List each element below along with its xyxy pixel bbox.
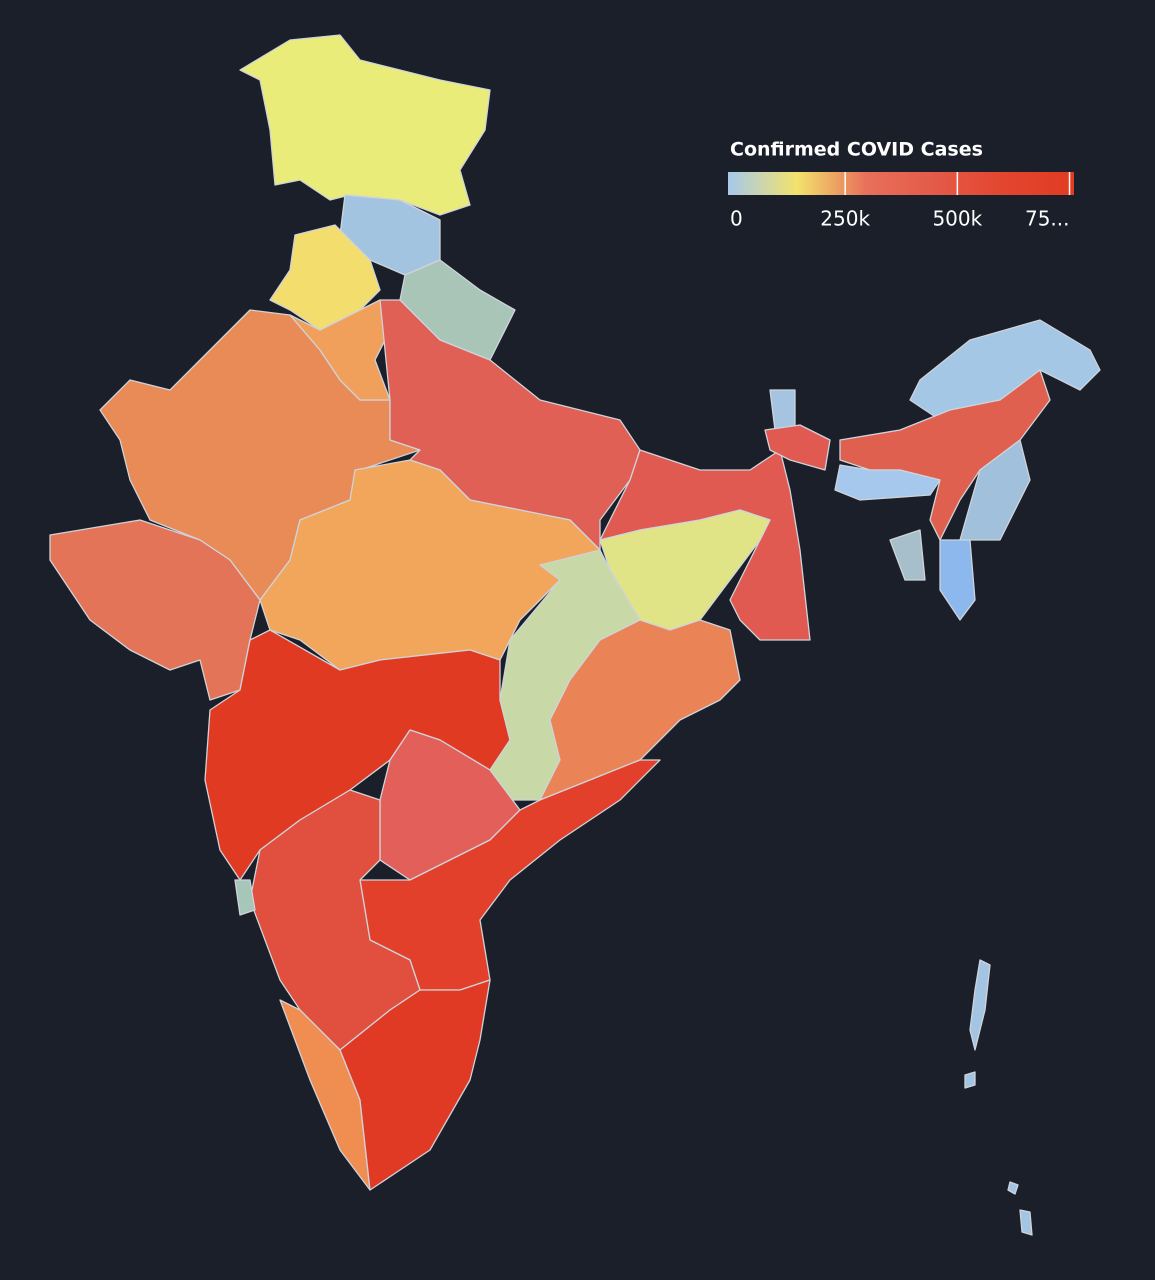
state [234, 879, 256, 916]
state [834, 464, 941, 501]
state [939, 539, 976, 621]
state [339, 979, 491, 1191]
colorbar [728, 172, 1074, 195]
state [1019, 1209, 1033, 1236]
state [1007, 1181, 1019, 1195]
states [49, 34, 1101, 1236]
state [49, 519, 261, 701]
state [289, 299, 391, 401]
state [909, 319, 1101, 421]
state [959, 439, 1031, 541]
colorbar-tick-label: 500k [932, 207, 982, 231]
state [239, 34, 491, 216]
colorbar-tick-label: 75... [1025, 207, 1070, 231]
colorbar-tick-label: 250k [820, 207, 870, 231]
state [249, 789, 421, 1051]
state [764, 424, 831, 471]
state [964, 1071, 976, 1089]
state [889, 529, 926, 581]
colorbar-tick-label: 0 [730, 207, 743, 231]
state [539, 619, 741, 801]
state [969, 959, 991, 1051]
legend-title: Confirmed COVID Cases [730, 139, 983, 161]
state [769, 389, 796, 431]
